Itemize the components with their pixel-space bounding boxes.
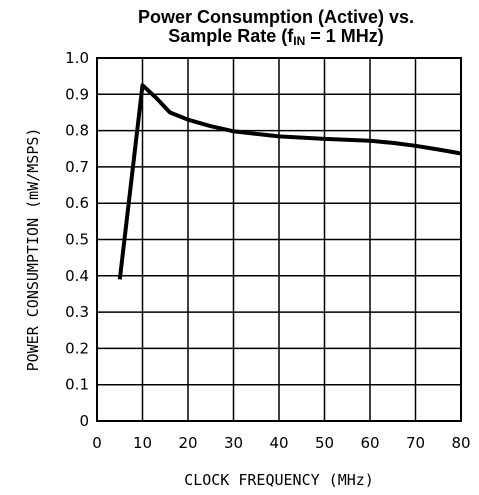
y-tick-label: 0.3 bbox=[65, 303, 89, 321]
y-tick-label: 0.9 bbox=[65, 85, 89, 103]
x-tick-label: 30 bbox=[224, 434, 243, 452]
x-tick-label: 20 bbox=[178, 434, 197, 452]
chart-title: Power Consumption (Active) vs. Sample Ra… bbox=[90, 8, 462, 51]
y-tick-label: 0.8 bbox=[65, 122, 89, 140]
y-axis-ticks: 0 0.1 0.2 0.3 0.4 0.5 0.6 0.7 0.8 0.9 1.0 bbox=[65, 49, 89, 430]
x-tick-label: 40 bbox=[269, 434, 288, 452]
x-axis-ticks: 0 10 20 30 40 50 60 70 80 bbox=[92, 434, 470, 452]
x-axis-label: CLOCK FREQUENCY (MHz) bbox=[184, 471, 374, 489]
x-tick-label: 70 bbox=[406, 434, 425, 452]
title-subscript: IN bbox=[293, 34, 306, 48]
title-line-2-prefix: Sample Rate (f bbox=[168, 26, 294, 46]
y-tick-label: 0.6 bbox=[65, 194, 89, 212]
x-tick-label: 50 bbox=[315, 434, 334, 452]
y-tick-label: 0.7 bbox=[65, 158, 89, 176]
power-consumption-line bbox=[117, 83, 462, 280]
y-axis-label: POWER CONSUMPTION (mW/MSPS) bbox=[24, 128, 42, 372]
title-line-1: Power Consumption (Active) vs. bbox=[137, 7, 415, 27]
y-tick-label: 0.4 bbox=[65, 267, 89, 285]
grid bbox=[96, 57, 462, 422]
x-tick-label: 10 bbox=[133, 434, 152, 452]
title-line-2: Sample Rate (fIN = 1 MHz) bbox=[90, 27, 462, 51]
y-tick-label: 0.2 bbox=[65, 339, 89, 357]
y-tick-label: 1.0 bbox=[65, 49, 89, 67]
y-tick-label: 0 bbox=[79, 412, 89, 430]
title-line-2-suffix: = 1 MHz) bbox=[305, 26, 384, 46]
plot-frame bbox=[96, 57, 462, 422]
y-tick-label: 0.5 bbox=[65, 231, 89, 249]
x-tick-label: 80 bbox=[451, 434, 470, 452]
y-tick-label: 0.1 bbox=[65, 376, 89, 394]
x-tick-label: 0 bbox=[92, 434, 102, 452]
x-tick-label: 60 bbox=[360, 434, 379, 452]
